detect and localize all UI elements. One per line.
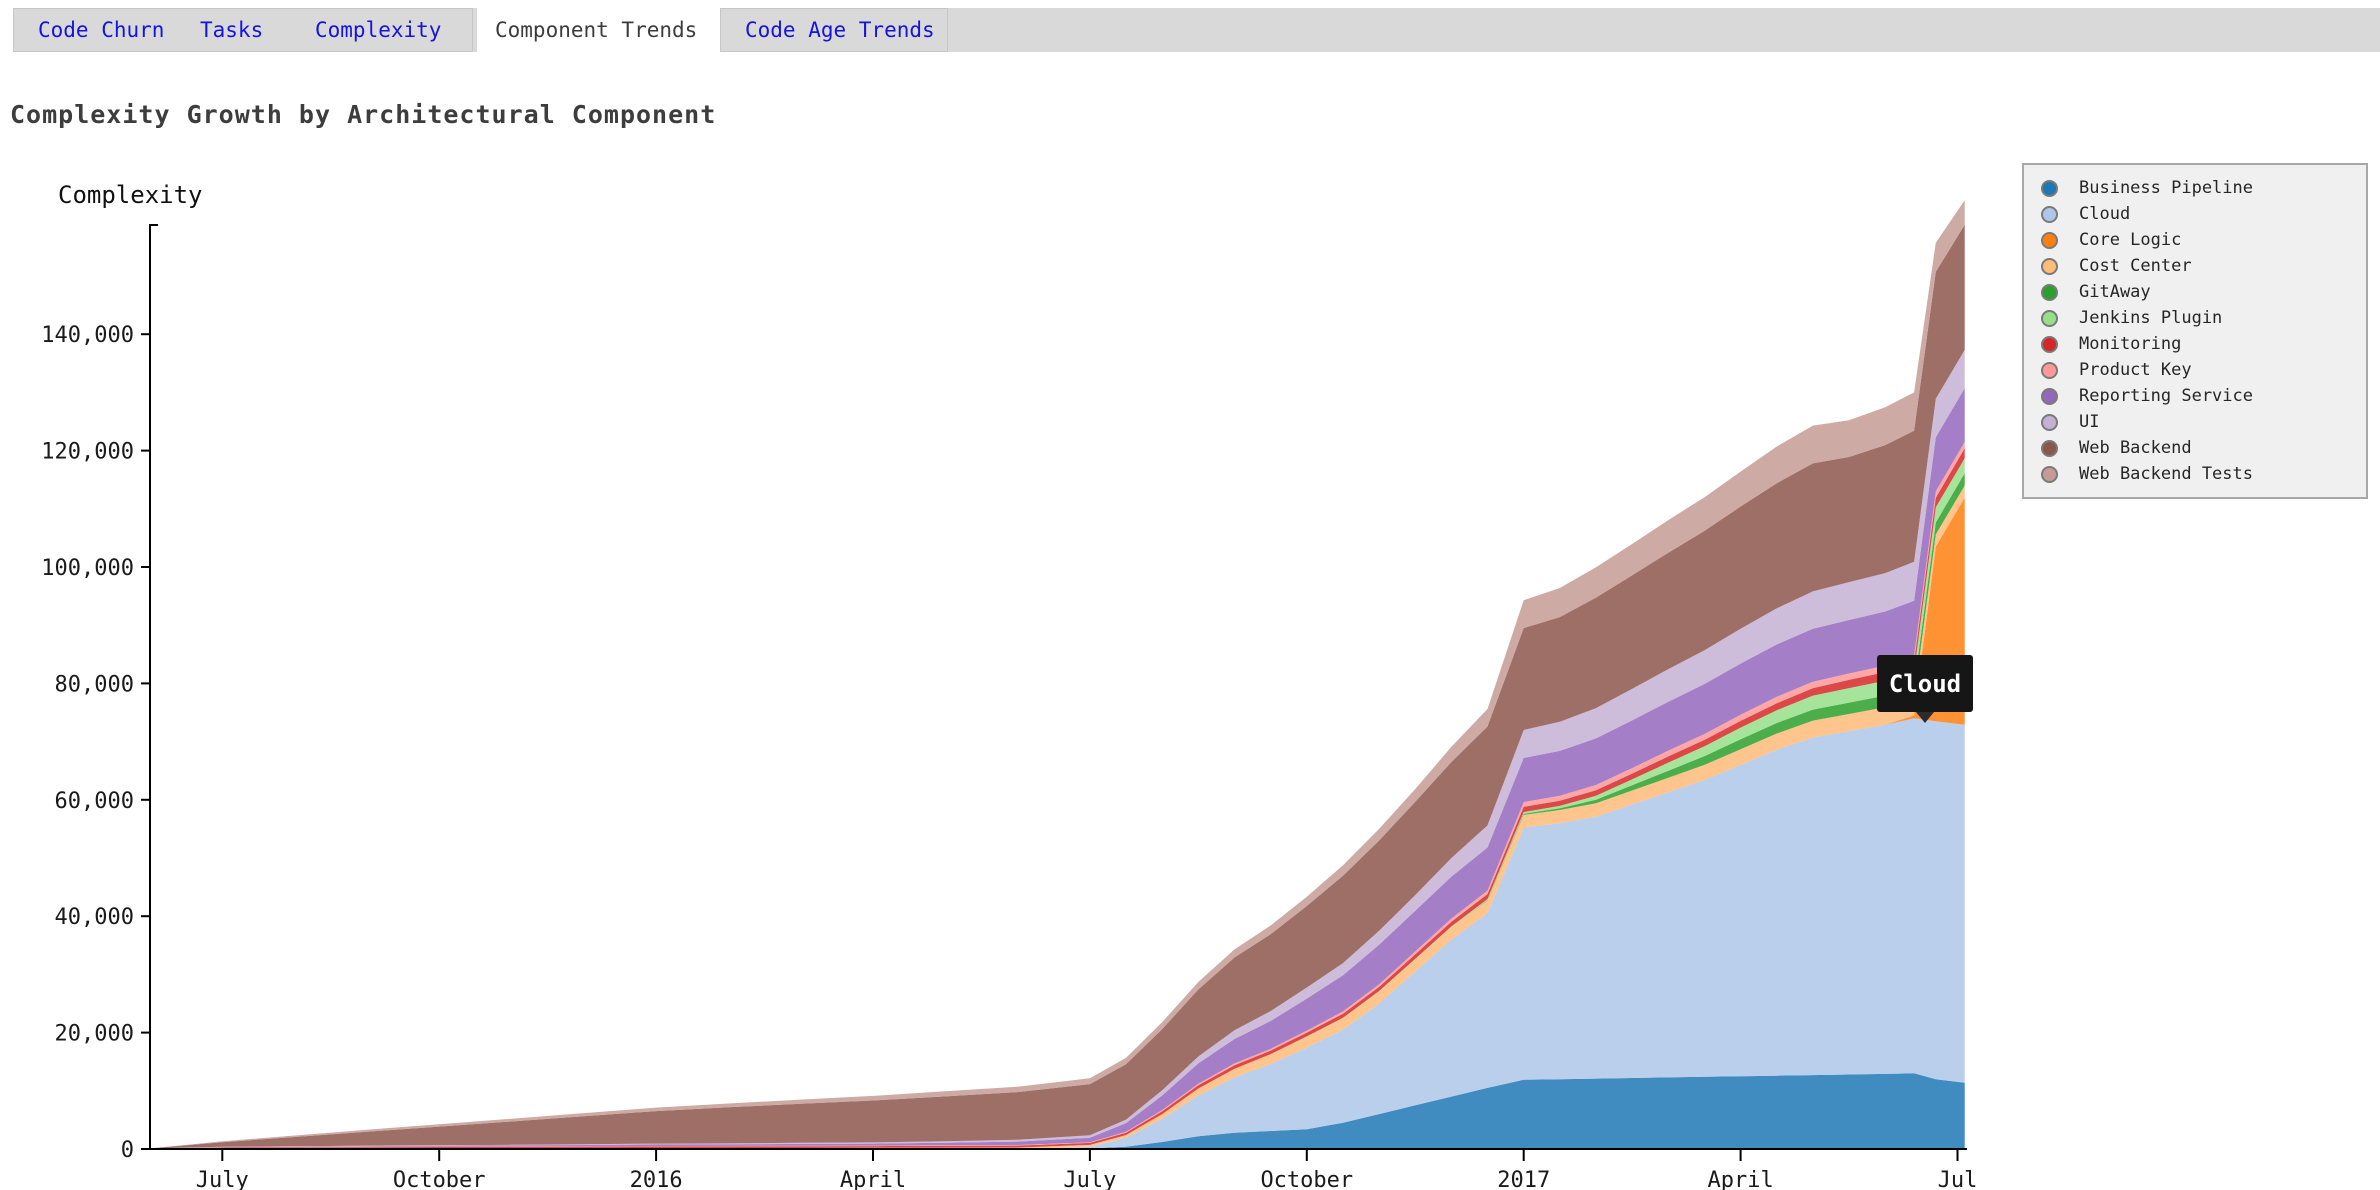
legend-swatch-icon	[2041, 179, 2058, 197]
x-tick-label: Jul	[1938, 1168, 1978, 1190]
legend-item-web-backend-tests[interactable]: Web Backend Tests	[2024, 461, 2366, 487]
legend-item-core-logic[interactable]: Core Logic	[2024, 227, 2366, 253]
y-tick-label: 100,000	[41, 556, 134, 581]
area-cloud[interactable]	[150, 718, 1965, 1149]
area-web-backend[interactable]	[150, 224, 1965, 1149]
legend-item-label: Cost Center	[2079, 256, 2192, 276]
active-tab-background	[477, 8, 720, 52]
tooltip-series-label: Cloud	[1888, 669, 1962, 698]
y-tick-label: 80,000	[55, 672, 134, 697]
legend-item-reporting-service[interactable]: Reporting Service	[2024, 383, 2366, 409]
legend-item-web-backend[interactable]: Web Backend	[2024, 435, 2366, 461]
x-tick-label: April	[840, 1168, 906, 1190]
x-tick-label: July	[1063, 1168, 1116, 1190]
area-business-pipeline[interactable]	[150, 1073, 1965, 1149]
tab-tasks[interactable]: Tasks	[200, 18, 264, 42]
tab-complexity[interactable]: Complexity	[315, 18, 442, 42]
legend-item-label: Monitoring	[2079, 334, 2182, 354]
legend-item-monitoring[interactable]: Monitoring	[2024, 331, 2366, 357]
legend-item-label: GitAway	[2079, 282, 2151, 302]
legend-swatch-icon	[2041, 361, 2058, 379]
legend-swatch-icon	[2041, 413, 2058, 431]
y-tick-label: 40,000	[55, 905, 134, 930]
legend-item-label: Core Logic	[2079, 230, 2182, 250]
y-tick-label: 120,000	[41, 440, 134, 465]
legend-swatch-icon	[2041, 257, 2058, 275]
hover-tooltip: Cloud	[1877, 655, 1973, 712]
legend-item-product-key[interactable]: Product Key	[2024, 357, 2366, 383]
legend-swatch-icon	[2041, 205, 2058, 223]
y-tick-label: 20,000	[55, 1022, 134, 1047]
x-tick-label: July	[196, 1168, 249, 1190]
legend-item-label: Cloud	[2079, 204, 2131, 224]
x-tick-label: October	[393, 1168, 486, 1190]
y-tick-label: 140,000	[41, 323, 134, 348]
y-tick-label: 0	[121, 1138, 134, 1163]
legend-swatch-icon	[2041, 335, 2058, 353]
tab-group-left	[13, 8, 473, 52]
area-reporting-service[interactable]	[150, 388, 1965, 1149]
legend-item-label: Reporting Service	[2079, 386, 2253, 406]
legend-item-label: Product Key	[2079, 360, 2192, 380]
legend-swatch-icon	[2041, 283, 2058, 301]
chart-legend: Business Pipeline Cloud Core Logic Cost Cen…	[2022, 163, 2368, 499]
legend-item-jenkins-plugin[interactable]: Jenkins Plugin	[2024, 305, 2366, 331]
legend-item-label: Web Backend Tests	[2079, 464, 2253, 484]
legend-item-cost-center[interactable]: Cost Center	[2024, 253, 2366, 279]
legend-swatch-icon	[2041, 439, 2058, 457]
x-tick-label: 2016	[630, 1168, 683, 1190]
tab-group-right	[720, 8, 948, 52]
tab-code-age-trends[interactable]: Code Age Trends	[745, 18, 935, 42]
tab-bar: Code Churn Tasks Complexity Component Trend…	[13, 8, 2380, 52]
page-title: Complexity Growth by Architectural Compo…	[10, 100, 717, 129]
y-axis-title: Complexity	[58, 181, 203, 209]
tab-code-churn[interactable]: Code Churn	[38, 18, 165, 42]
legend-item-ui[interactable]: UI	[2024, 409, 2366, 435]
legend-item-business-pipeline[interactable]: Business Pipeline	[2024, 175, 2366, 201]
legend-swatch-icon	[2041, 231, 2058, 249]
axis-lines	[149, 224, 1967, 1150]
legend-item-gitaway[interactable]: GitAway	[2024, 279, 2366, 305]
legend-swatch-icon	[2041, 309, 2058, 327]
legend-swatch-icon	[2041, 387, 2058, 405]
tab-component-trends[interactable]: Component Trends	[495, 18, 698, 42]
x-tick-label: April	[1707, 1168, 1773, 1190]
y-tick-label: 60,000	[55, 789, 134, 814]
legend-item-label: UI	[2079, 412, 2100, 432]
legend-item-label: Web Backend	[2079, 438, 2192, 458]
legend-swatch-icon	[2041, 465, 2058, 483]
legend-item-label: Jenkins Plugin	[2079, 308, 2223, 328]
x-tick-label: 2017	[1497, 1168, 1550, 1190]
x-tick-label: October	[1260, 1168, 1353, 1190]
tooltip-caret-icon	[1916, 712, 1934, 723]
legend-item-cloud[interactable]: Cloud	[2024, 201, 2366, 227]
legend-item-label: Business Pipeline	[2079, 178, 2253, 198]
